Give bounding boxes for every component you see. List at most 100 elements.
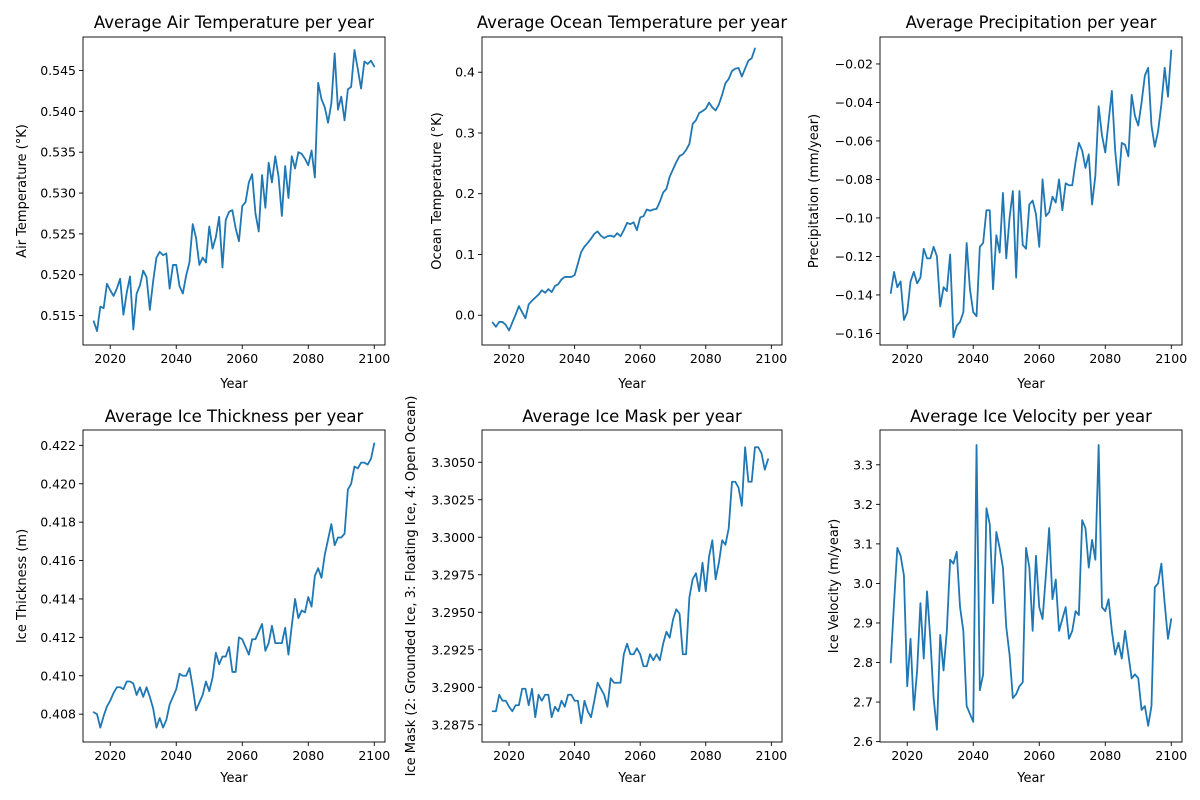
y-tick-label: 3.3000 (431, 530, 475, 545)
series-line (491, 446, 769, 725)
y-tick-label: 2.8 (853, 655, 873, 670)
y-tick-label: 3.2975 (431, 567, 475, 582)
chart-title: Average Precipitation per year (906, 13, 1157, 32)
x-tick-label: 2080 (1089, 351, 1121, 366)
series-line (92, 49, 376, 333)
y-tick-label: 3.2950 (431, 605, 475, 620)
x-tick-label: 2020 (94, 351, 126, 366)
series-line (889, 444, 1173, 731)
y-tick-label: −0.04 (835, 95, 873, 110)
axes-frame (82, 429, 386, 743)
y-tick-label: 2.9 (853, 615, 873, 630)
subplot-ocean-temperature: Average Ocean Temperature per year Year … (430, 13, 787, 392)
y-tick-label: 2.6 (853, 734, 873, 749)
x-tick-label: 2060 (624, 748, 656, 763)
y-tick-label: −0.08 (835, 172, 873, 187)
y-tick-label: 3.3050 (431, 455, 475, 470)
y-tick-label: −0.12 (835, 249, 873, 264)
x-tick-label: 2020 (891, 351, 923, 366)
y-axis-label: Air Temperature (°K) (15, 124, 30, 258)
y-tick-label: −0.14 (835, 287, 873, 302)
y-tick-label: 0.515 (40, 308, 76, 323)
y-tick-label: 0.2 (455, 186, 475, 201)
x-axis-label: Year (617, 771, 646, 786)
y-axis-label: Ice Velocity (m/year) (827, 519, 842, 653)
y-tick-label: −0.16 (835, 326, 873, 341)
y-tick-label: 3.3025 (431, 492, 475, 507)
y-tick-label: 0.418 (40, 515, 76, 530)
y-tick-label: −0.02 (835, 56, 873, 71)
y-tick-label: 0.0 (455, 308, 475, 323)
subplot-precipitation: Average Precipitation per year Year Prec… (807, 13, 1187, 392)
y-tick-label: 3.2 (853, 497, 873, 512)
y-tick-label: 2.7 (853, 695, 873, 710)
axes-frame (82, 36, 386, 346)
y-tick-label: 3.3 (853, 457, 873, 472)
y-tick-label: 0.412 (40, 630, 76, 645)
y-axis-label: Ocean Temperature (°K) (430, 112, 445, 269)
series-line (491, 47, 756, 332)
y-tick-label: 0.4 (455, 65, 475, 80)
x-tick-label: 2080 (690, 351, 722, 366)
x-tick-label: 2020 (94, 748, 126, 763)
axes-frame (481, 36, 783, 346)
chart-title: Average Ice Mask per year (522, 407, 742, 426)
x-axis-label: Year (1016, 377, 1045, 392)
x-axis-label: Year (1016, 771, 1045, 786)
axes-frame (481, 429, 783, 743)
x-tick-label: 2040 (957, 351, 989, 366)
y-tick-label: 0.422 (40, 438, 76, 453)
y-axis-label: Ice Mask (2: Grounded Ice, 3: Floating I… (404, 396, 419, 777)
x-tick-label: 2100 (358, 748, 390, 763)
subplot-ice-thickness: Average Ice Thickness per year Year Ice … (15, 407, 390, 786)
series-line (92, 442, 376, 729)
y-tick-label: 0.525 (40, 226, 76, 241)
axes-frame (879, 36, 1183, 346)
x-tick-label: 2040 (559, 351, 591, 366)
y-tick-label: 0.530 (40, 186, 76, 201)
x-tick-label: 2080 (1089, 748, 1121, 763)
x-tick-label: 2040 (160, 351, 192, 366)
subplot-air-temperature: Average Air Temperature per year Year Ai… (15, 13, 390, 392)
y-tick-label: 3.1 (853, 536, 873, 551)
y-axis-label: Precipitation (mm/year) (807, 114, 822, 268)
x-tick-label: 2060 (1023, 748, 1055, 763)
x-tick-label: 2100 (358, 351, 390, 366)
subplot-ice-velocity: Average Ice Velocity per year Year Ice V… (827, 407, 1187, 786)
y-tick-label: 0.3 (455, 125, 475, 140)
y-tick-label: 0.408 (40, 707, 76, 722)
y-tick-label: 0.1 (455, 247, 475, 262)
y-tick-label: 0.416 (40, 553, 76, 568)
y-tick-label: 3.2925 (431, 642, 475, 657)
x-tick-label: 2060 (1023, 351, 1055, 366)
chart-title: Average Ocean Temperature per year (477, 13, 787, 32)
x-tick-label: 2020 (493, 351, 525, 366)
x-tick-label: 2040 (160, 748, 192, 763)
chart-title: Average Air Temperature per year (94, 13, 374, 32)
x-tick-label: 2060 (226, 351, 258, 366)
x-tick-label: 2080 (292, 748, 324, 763)
y-tick-label: −0.10 (835, 210, 873, 225)
x-tick-label: 2080 (690, 748, 722, 763)
y-tick-label: 0.545 (40, 63, 76, 78)
series-line (889, 49, 1173, 339)
x-tick-label: 2060 (226, 748, 258, 763)
x-tick-label: 2060 (624, 351, 656, 366)
chart-title: Average Ice Velocity per year (910, 407, 1152, 426)
x-axis-label: Year (219, 771, 248, 786)
x-tick-label: 2100 (1155, 748, 1187, 763)
y-tick-label: 0.540 (40, 104, 76, 119)
subplot-ice-mask: Average Ice Mask per year Year Ice Mask … (404, 396, 787, 786)
y-tick-label: −0.06 (835, 133, 873, 148)
x-tick-label: 2100 (755, 748, 787, 763)
y-axis-label: Ice Thickness (m) (15, 529, 30, 643)
x-axis-label: Year (617, 377, 646, 392)
chart-title: Average Ice Thickness per year (105, 407, 364, 426)
x-tick-label: 2020 (891, 748, 923, 763)
y-tick-label: 0.420 (40, 476, 76, 491)
y-tick-label: 0.535 (40, 145, 76, 160)
x-tick-label: 2040 (957, 748, 989, 763)
y-tick-label: 3.2875 (431, 717, 475, 732)
